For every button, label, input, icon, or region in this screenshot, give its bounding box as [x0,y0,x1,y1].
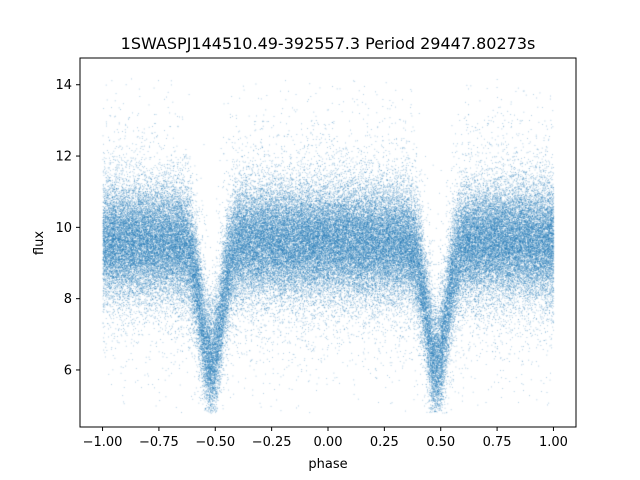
x-tick-label: 0.50 [426,435,455,450]
y-tick-label: 6 [64,363,72,378]
x-tick-label: −0.50 [195,435,235,450]
y-tick-label: 14 [55,78,72,93]
x-tick-label: −0.75 [139,435,179,450]
x-tick-label: 1.00 [539,435,568,450]
y-axis-label: flux [32,231,47,255]
x-tick-label: 0.25 [370,435,399,450]
y-axis: 6 8 10 12 14 [55,78,80,378]
scatter-point-cloud [80,58,576,427]
y-tick-label: 8 [64,292,72,307]
y-tick-label: 12 [55,150,72,165]
y-tick-label: 10 [55,221,72,236]
x-axis: −1.00 −0.75 −0.50 −0.25 0.00 0.25 0.50 0.75 1.00 [83,427,568,450]
x-tick-label: 0.00 [314,435,343,450]
x-tick-label: −0.25 [252,435,292,450]
x-axis-label: phase [308,457,347,472]
x-tick-label: −1.00 [83,435,123,450]
x-tick-label: 0.75 [483,435,512,450]
scatter-points [80,58,576,427]
chart-title: 1SWASPJ144510.49-392557.3 Period 29447.8… [121,34,536,53]
